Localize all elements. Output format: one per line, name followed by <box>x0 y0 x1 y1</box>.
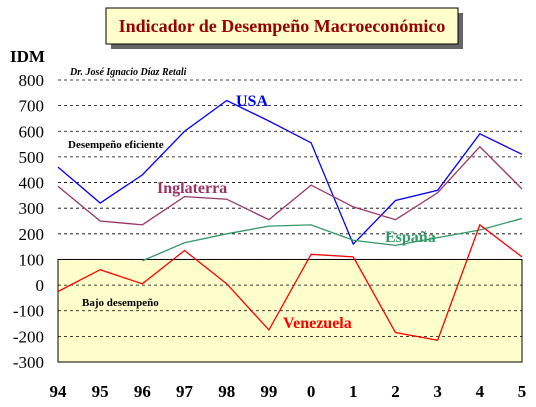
y-tick-label: 0 <box>36 276 45 295</box>
series-line-inglaterra <box>57 145 523 226</box>
author-note: Dr. José Ignacio Díaz Retali <box>69 67 187 78</box>
y-tick-label: 700 <box>19 97 45 116</box>
y-tick-label: 100 <box>19 250 45 269</box>
y-tick-label: 500 <box>19 148 45 167</box>
zone-band <box>57 258 523 363</box>
y-tick-label: -300 <box>13 353 44 372</box>
x-tick-label: 1 <box>349 382 358 401</box>
series-label: Inglaterra <box>157 180 227 197</box>
y-tick-label: -100 <box>13 302 44 321</box>
x-tick-label: 97 <box>176 382 194 401</box>
y-tick-label: 200 <box>19 225 45 244</box>
x-tick-label: 5 <box>518 382 527 401</box>
x-tick-label: 4 <box>476 382 485 401</box>
x-tick-label: 98 <box>218 382 235 401</box>
y-axis-label: IDM <box>10 47 45 66</box>
y-tick-label: 400 <box>19 174 45 193</box>
x-tick-label: 2 <box>391 382 400 401</box>
zone-label-low: Bajo desempeño <box>82 297 159 309</box>
zone-band <box>58 80 522 260</box>
x-tick-label: 0 <box>307 382 316 401</box>
series-label: USA <box>236 93 268 110</box>
title-box <box>105 7 459 45</box>
series-line-españa <box>142 217 523 262</box>
y-tick-label: -200 <box>13 327 44 346</box>
y-tick-label: 800 <box>19 71 45 90</box>
x-tick-label: 3 <box>433 382 442 401</box>
x-tick-label: 96 <box>134 382 151 401</box>
y-tick-label: 600 <box>19 122 45 141</box>
x-tick-label: 95 <box>92 382 109 401</box>
chart-title: Indicador de Desempeño Macroeconómico <box>119 16 446 36</box>
x-tick-label: 99 <box>260 382 277 401</box>
plot-area: 800 700 600 500 400 300 200 100 0 -100 -200 -300 94 9… <box>13 71 526 401</box>
x-tick-label: 94 <box>50 382 68 401</box>
zone-label-efficient: Desempeño eficiente <box>68 139 164 151</box>
series-line-venezuela <box>57 223 523 341</box>
series-line-usa <box>57 99 523 246</box>
y-tick-label: 300 <box>19 199 45 218</box>
series-label: Venezuela <box>283 315 352 332</box>
series-label: España <box>385 229 436 246</box>
